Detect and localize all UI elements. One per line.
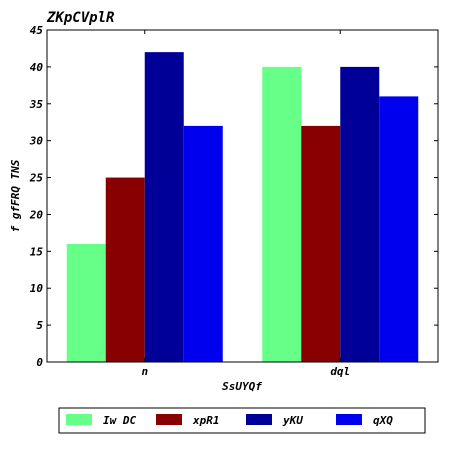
y-tick-label: 25 <box>29 172 44 185</box>
bar-3-2 <box>340 66 380 362</box>
bar-4-2 <box>379 96 419 363</box>
y-tick-label: 5 <box>36 319 43 332</box>
legend-frame <box>58 407 426 434</box>
legend-swatch-4 <box>336 414 362 425</box>
y-tick-label: 15 <box>30 245 44 258</box>
chart-title: ZKpCVplR <box>46 10 114 26</box>
x-axis-ticks: n dql <box>141 30 350 378</box>
legend-label-2: xpR1 <box>192 414 220 427</box>
x-axis-label: SsUYQf <box>222 380 262 393</box>
bar-2-2 <box>301 125 341 363</box>
legend-swatch-2 <box>156 414 182 425</box>
plot-frame <box>46 29 439 363</box>
bar-4-1 <box>183 125 223 363</box>
y-tick-label: 20 <box>29 208 44 221</box>
bar-2-1 <box>105 177 145 362</box>
y-axis-label: f gfFRQ TNS <box>9 159 22 232</box>
y-axis-ticks: 0 5 10 15 20 25 30 35 40 45 <box>29 24 438 369</box>
legend-label-4: qXQ <box>373 414 393 427</box>
legend-swatch-3 <box>246 414 272 425</box>
y-tick-label: 40 <box>30 61 44 74</box>
y-tick-label: 45 <box>30 24 44 37</box>
y-tick-label: 35 <box>29 98 44 111</box>
legend-swatch-1 <box>66 414 92 425</box>
bar-1-1 <box>66 243 106 362</box>
legend-label-3: yKU <box>282 414 303 427</box>
bars-group <box>66 52 419 363</box>
bar-3-1 <box>144 52 184 363</box>
legend: Iw DC xpR1 yKU qXQ <box>58 407 426 434</box>
legend-label-1: Iw DC <box>103 414 136 427</box>
x-tick-label: dql <box>330 365 350 378</box>
bar-1-2 <box>262 66 302 362</box>
y-tick-label: 10 <box>30 282 44 295</box>
y-tick-label: 0 <box>36 356 43 369</box>
y-tick-label: 30 <box>29 135 44 148</box>
x-tick-label: n <box>141 365 148 378</box>
